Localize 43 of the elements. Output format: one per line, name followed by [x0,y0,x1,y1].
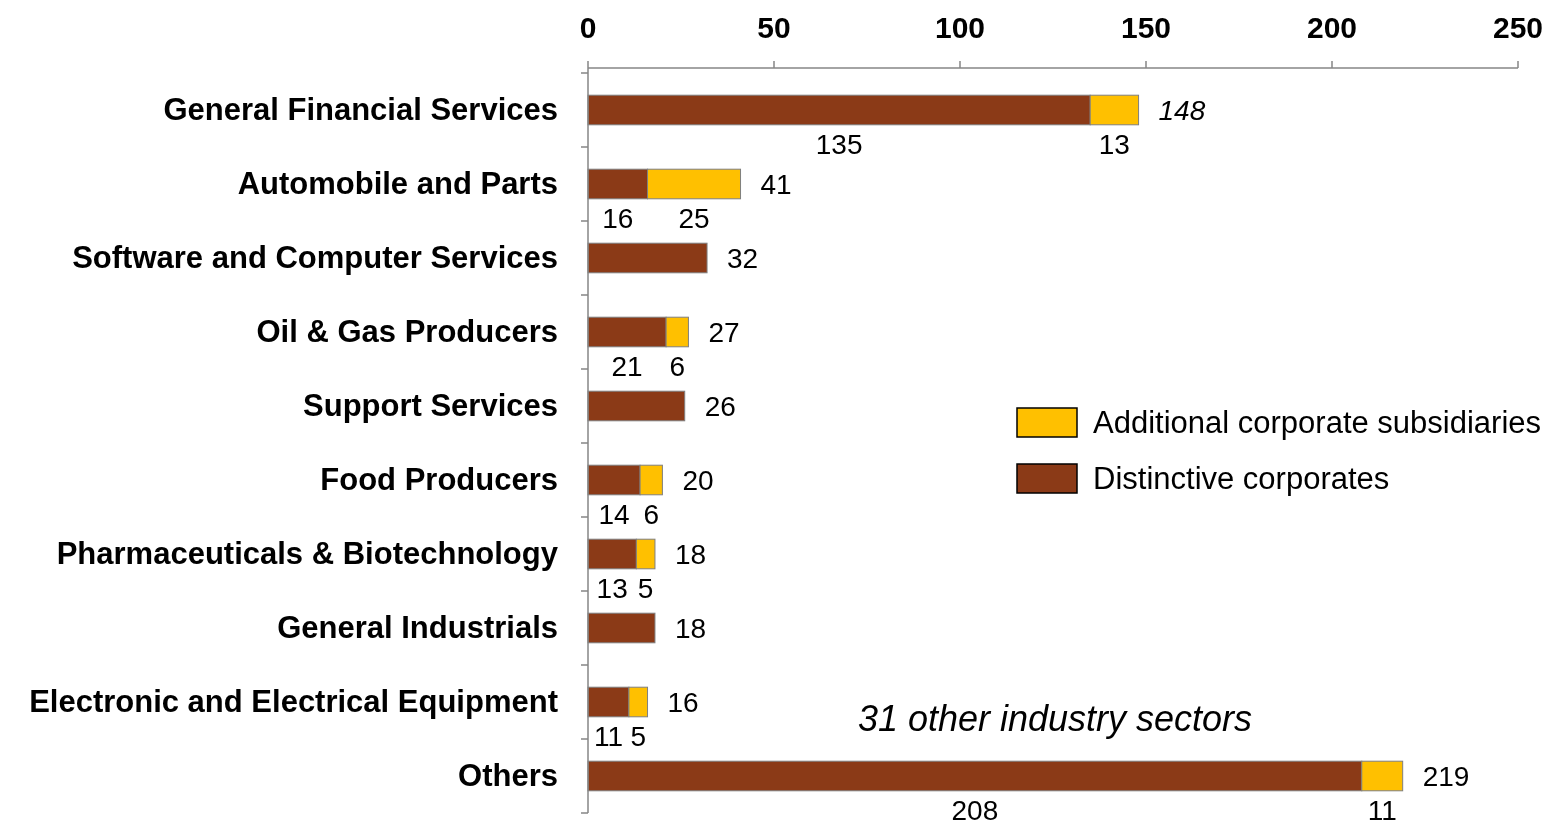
y-tick-label: Others [458,758,558,793]
legend-label: Additional corporate subsidiaries [1093,405,1542,440]
annotation: 31 other industry sectors [857,698,1253,740]
total-label: 16 [667,687,699,718]
y-tick-label: Automobile and Parts [237,166,558,201]
total-label: 32 [727,243,759,274]
y-tick-label: General Financial Services [163,92,558,127]
data-label: 13 [1098,128,1130,160]
data-label: 6 [643,498,660,530]
total-label: 219 [1422,761,1470,792]
total-label: 26 [704,391,736,422]
data-label: 5 [637,572,654,604]
total-label: 148 [1158,95,1206,126]
x-tick-label: 100 [934,11,986,44]
y-tick-label: General Industrials [277,610,558,645]
data-label: 21 [611,350,643,382]
legend-label: Distinctive corporates [1093,461,1390,496]
data-label: 208 [951,794,999,824]
y-tick-label: Oil & Gas Producers [256,314,558,349]
x-tick-label: 0 [579,11,597,44]
x-tick-label: 200 [1306,11,1358,44]
x-tick-label: 150 [1120,11,1172,44]
x-tick-label: 50 [757,11,791,44]
total-label: 20 [682,465,714,496]
y-tick-label: Food Producers [320,462,558,497]
x-tick-label: 250 [1492,11,1544,44]
y-tick-label: Pharmaceuticals & Biotechnology [56,536,559,571]
data-label: 135 [815,128,863,160]
total-label: 41 [760,169,792,200]
data-label: 11 [593,720,623,752]
total-label: 18 [674,613,707,644]
data-label: 5 [630,720,647,752]
y-tick-label: Software and Computer Services [72,240,558,275]
total-label: 27 [708,317,740,348]
data-label: 11 [1367,794,1397,824]
y-tick-label: Electronic and Electrical Equipment [29,684,558,719]
data-label: 25 [678,202,710,234]
data-label: 14 [598,498,630,530]
data-label: 13 [596,572,628,604]
data-label: 16 [602,202,634,234]
total-label: 18 [674,539,707,570]
y-tick-label: Support Services [303,388,558,423]
data-label: 6 [669,350,686,382]
